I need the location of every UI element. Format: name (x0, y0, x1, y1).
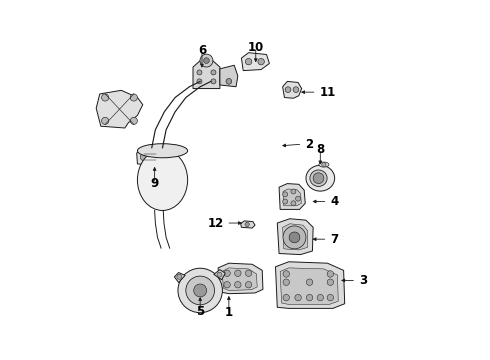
Circle shape (245, 282, 252, 288)
Circle shape (140, 153, 147, 161)
Polygon shape (242, 53, 270, 71)
Polygon shape (214, 270, 225, 280)
Polygon shape (218, 263, 263, 294)
Text: 12: 12 (207, 216, 223, 230)
Circle shape (178, 268, 222, 313)
Circle shape (322, 162, 326, 167)
Circle shape (295, 294, 301, 301)
Circle shape (283, 199, 288, 204)
Circle shape (101, 94, 109, 101)
Circle shape (211, 70, 216, 75)
Circle shape (306, 279, 313, 285)
Polygon shape (277, 219, 313, 255)
Circle shape (235, 282, 241, 288)
Text: 9: 9 (150, 177, 159, 190)
Polygon shape (279, 184, 305, 210)
Ellipse shape (319, 162, 329, 167)
Circle shape (152, 153, 160, 161)
Text: 8: 8 (316, 143, 324, 156)
Circle shape (283, 226, 306, 249)
Circle shape (224, 270, 230, 276)
Circle shape (245, 58, 252, 65)
Text: 1: 1 (225, 306, 233, 319)
Circle shape (283, 279, 290, 285)
Polygon shape (280, 268, 338, 305)
Circle shape (291, 201, 296, 206)
Text: 5: 5 (196, 306, 204, 319)
Polygon shape (283, 189, 301, 206)
Text: 11: 11 (319, 86, 336, 99)
Circle shape (211, 79, 216, 84)
Polygon shape (137, 148, 164, 166)
Circle shape (317, 294, 323, 301)
Polygon shape (222, 268, 257, 291)
Circle shape (235, 270, 241, 276)
Circle shape (130, 94, 137, 101)
Circle shape (226, 78, 232, 84)
Circle shape (327, 294, 334, 301)
Polygon shape (96, 90, 143, 128)
Circle shape (200, 54, 213, 67)
Circle shape (313, 173, 324, 184)
Ellipse shape (137, 149, 188, 211)
Text: 10: 10 (247, 41, 264, 54)
Polygon shape (220, 65, 238, 87)
Circle shape (224, 282, 230, 288)
Circle shape (203, 58, 209, 63)
Circle shape (285, 87, 291, 93)
Circle shape (217, 272, 222, 277)
Text: 3: 3 (359, 274, 367, 287)
Circle shape (327, 271, 334, 277)
Polygon shape (174, 273, 185, 283)
Text: 2: 2 (305, 138, 314, 150)
Text: 4: 4 (330, 195, 339, 208)
Polygon shape (283, 224, 308, 250)
Circle shape (295, 196, 300, 201)
Circle shape (197, 79, 202, 84)
Circle shape (245, 222, 249, 226)
Circle shape (291, 189, 296, 194)
Circle shape (306, 294, 313, 301)
Circle shape (283, 271, 290, 277)
Polygon shape (241, 221, 255, 228)
Ellipse shape (306, 165, 335, 191)
Circle shape (245, 270, 252, 276)
Circle shape (327, 279, 334, 285)
Polygon shape (275, 262, 344, 309)
Circle shape (130, 117, 137, 125)
Ellipse shape (137, 144, 188, 158)
Circle shape (177, 274, 182, 279)
Circle shape (283, 294, 290, 301)
Circle shape (283, 192, 288, 197)
Text: 7: 7 (330, 233, 339, 246)
Circle shape (293, 87, 299, 93)
Polygon shape (283, 81, 302, 98)
Ellipse shape (310, 170, 327, 186)
Polygon shape (193, 60, 220, 89)
Circle shape (186, 276, 215, 305)
Circle shape (258, 58, 265, 65)
Text: 6: 6 (198, 44, 206, 57)
Circle shape (194, 284, 207, 297)
Circle shape (289, 232, 300, 243)
Circle shape (197, 70, 202, 75)
Circle shape (101, 117, 109, 125)
